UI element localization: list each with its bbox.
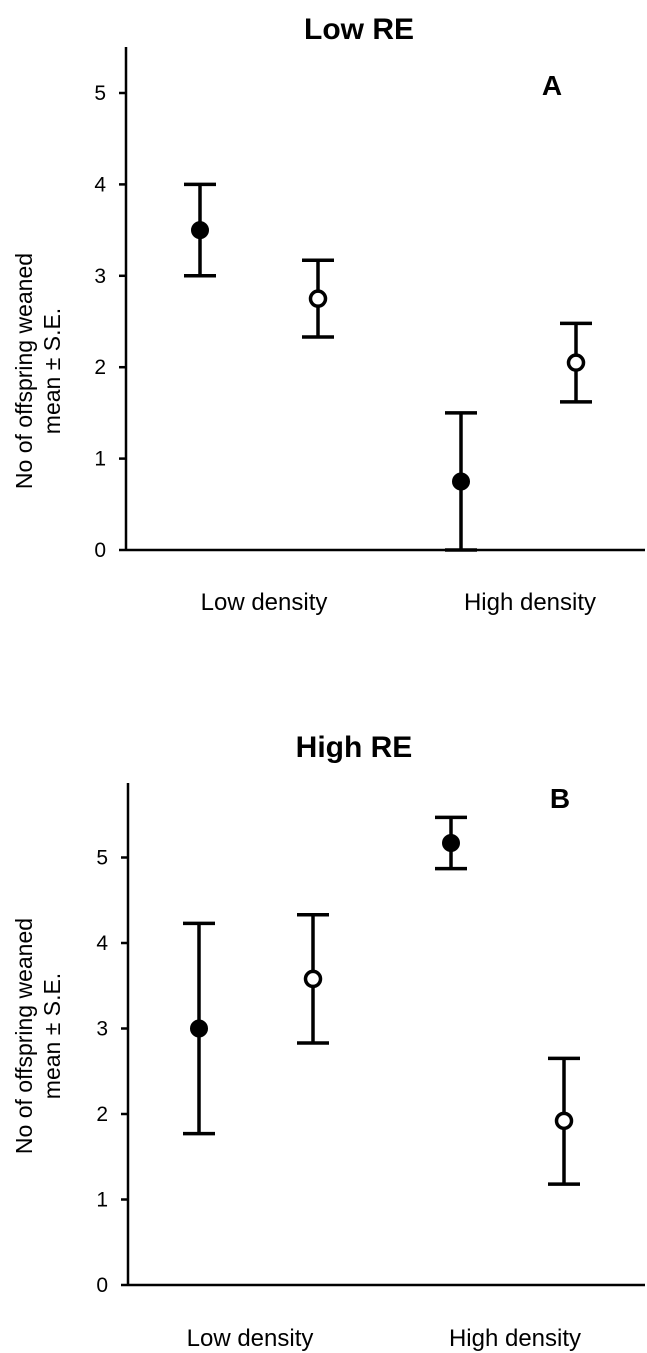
y-axis-ticks: 0 1 2 3 4 5 (96, 847, 128, 1297)
y-tick-label: 1 (94, 448, 106, 471)
chart-panel-high-re: High RE B No of offspring weaned mean ± … (11, 731, 645, 1352)
y-tick-label: 2 (96, 1103, 108, 1126)
chart-panel-low-re: Low RE A No of offspring weaned mean ± S… (11, 13, 645, 616)
chart-title: High RE (296, 731, 413, 764)
data-point-filled (191, 221, 209, 240)
data-point-open (554, 1111, 574, 1131)
data-point-filled (190, 1019, 208, 1038)
data-point-open (566, 353, 586, 372)
panel-label: A (542, 70, 562, 101)
x-axis-categories: Low density High density (201, 589, 596, 616)
data-point-filled (452, 472, 470, 491)
data-point-filled (442, 833, 460, 852)
x-category-label: Low density (201, 589, 328, 616)
y-axis-ticks: 0 1 2 3 4 5 (94, 82, 126, 562)
x-category-label: Low density (187, 1325, 314, 1352)
y-tick-label: 0 (96, 1274, 108, 1297)
y-tick-label: 3 (94, 265, 106, 288)
y-tick-label: 3 (96, 1018, 108, 1041)
panel-label: B (550, 783, 570, 814)
y-axis-label-line-2: mean ± S.E. (39, 308, 65, 434)
y-axis-label-line-2: mean ± S.E. (39, 973, 65, 1099)
y-axis-label-line-1: No of offspring weaned (11, 253, 37, 489)
y-axis-label-line-1: No of offspring weaned (11, 918, 37, 1154)
x-axis-categories: Low density High density (187, 1325, 581, 1352)
y-tick-label: 4 (96, 932, 108, 955)
y-tick-label: 0 (94, 539, 106, 562)
data-point-open (303, 969, 323, 989)
y-tick-label: 5 (96, 847, 108, 870)
data-marks (183, 815, 580, 1186)
y-tick-label: 1 (96, 1189, 108, 1212)
y-tick-label: 2 (94, 356, 106, 379)
x-category-label: High density (449, 1325, 581, 1352)
y-tick-label: 4 (94, 173, 106, 196)
y-tick-label: 5 (94, 82, 106, 105)
data-point-open (308, 289, 328, 308)
data-marks (184, 182, 592, 552)
chart-title: Low RE (304, 13, 414, 46)
x-category-label: High density (464, 589, 596, 616)
